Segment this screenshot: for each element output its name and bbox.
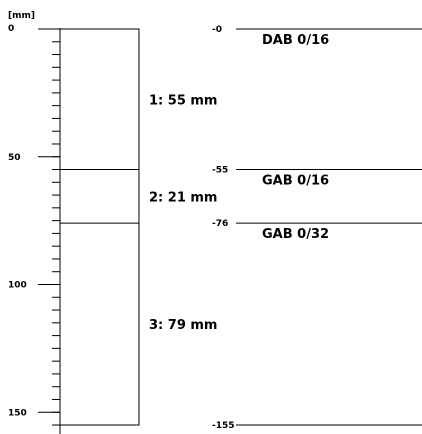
major-tick-label: 150	[8, 408, 27, 418]
depth-marks: -0 -55 -76 -155	[212, 25, 422, 431]
major-tick-label: 0	[8, 24, 14, 34]
major-tick-label: 100	[8, 281, 27, 291]
depth-mark-label: -55	[212, 166, 228, 176]
layer-boundaries	[60, 169, 139, 224]
layer-thickness-label: 3: 79 mm	[149, 318, 217, 333]
layer-material-label: GAB 0/16	[262, 174, 329, 189]
layer-thickness-label: 2: 21 mm	[149, 190, 217, 205]
layer-material-label: GAB 0/32	[262, 227, 329, 242]
layer-thickness-labels: 1: 55 mm 2: 21 mm 3: 79 mm	[149, 93, 217, 333]
layer-column: 1: 55 mm 2: 21 mm 3: 79 mm	[59, 28, 217, 426]
axis-unit-label: [mm]	[8, 11, 35, 21]
depth-axis: [mm] 0 50 100 150	[8, 11, 61, 434]
axis-minor-ticks	[52, 28, 60, 426]
depth-mark-label: -155	[212, 421, 235, 431]
material-labels: DAB 0/16 GAB 0/16 GAB 0/32	[262, 33, 329, 242]
depth-mark-label: -76	[212, 219, 228, 229]
layer-thickness-label: 1: 55 mm	[149, 93, 217, 108]
depth-mark-label: -0	[212, 25, 222, 35]
layer-column-outline	[59, 28, 140, 426]
layer-material-label: DAB 0/16	[262, 33, 329, 48]
axis-major-ticks: 0 50 100 150	[8, 24, 60, 418]
major-tick-label: 50	[8, 153, 21, 163]
